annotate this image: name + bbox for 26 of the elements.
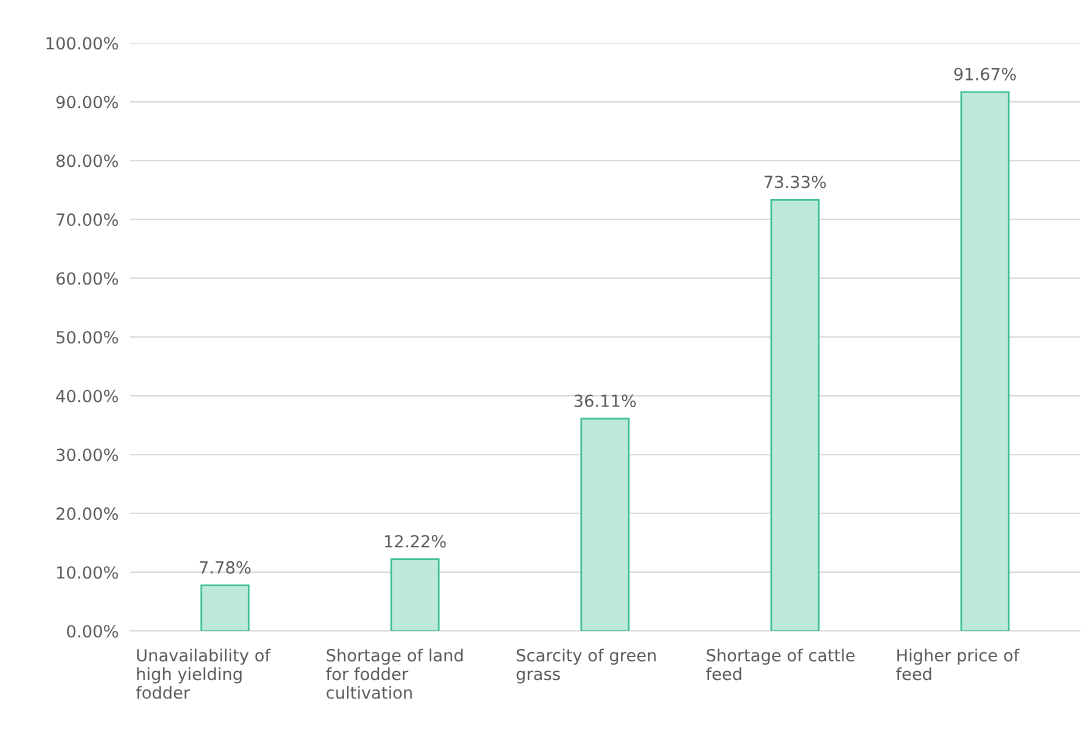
bar [770, 198, 820, 631]
x-tick-label: Shortage of land for fodder cultivation [326, 648, 463, 699]
data-label: 73.33% [764, 175, 826, 189]
bar [200, 584, 250, 631]
x-tick-label: Scarcity of green grass [516, 648, 656, 684]
data-label: 7.78% [199, 561, 251, 574]
y-tick-label: 0.00% [67, 624, 118, 638]
y-tick-label: 60.00% [56, 272, 118, 285]
data-label: 91.67% [954, 67, 1016, 81]
x-tick-label: Higher price of feed [896, 648, 1020, 681]
y-tick-label: 10.00% [57, 566, 118, 579]
x-tick-label: Unavailability of high yielding fodder [136, 648, 271, 699]
y-tick-label: 70.00% [56, 213, 118, 226]
data-label: 36.11% [574, 394, 636, 408]
y-tick-label: 80.00% [56, 154, 118, 168]
y-tick-label: 40.00% [56, 389, 118, 403]
y-tick-label: 100.00% [46, 36, 118, 50]
y-tick-label: 30.00% [56, 448, 118, 462]
y-tick-label: 50.00% [56, 330, 118, 344]
bar [390, 558, 440, 631]
bar [580, 417, 630, 631]
y-tick-label: 20.00% [56, 507, 118, 520]
x-tick-label: Shortage of cattle feed [706, 648, 855, 681]
bar [960, 91, 1010, 631]
data-label: 12.22% [385, 534, 446, 548]
y-tick-label: 90.00% [56, 95, 118, 109]
